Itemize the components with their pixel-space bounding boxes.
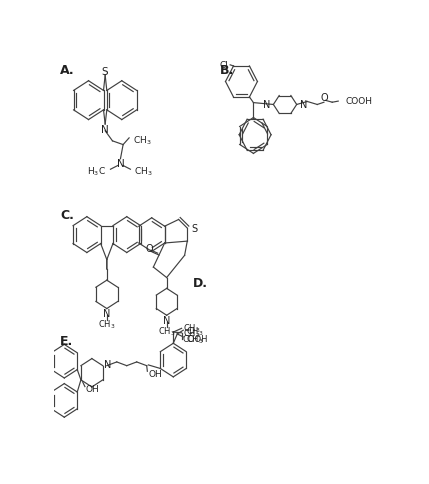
Text: COOH: COOH [183, 334, 208, 344]
Text: O: O [320, 92, 328, 103]
Text: CH$_3$: CH$_3$ [134, 165, 153, 178]
Text: O: O [146, 243, 154, 253]
Text: H$_3$C: H$_3$C [87, 165, 106, 178]
Text: N: N [300, 100, 307, 110]
Text: CH$_3$: CH$_3$ [183, 322, 200, 334]
Text: N: N [103, 308, 111, 318]
Text: S: S [102, 66, 109, 76]
Text: N: N [117, 159, 124, 169]
Text: CH$_3$: CH$_3$ [186, 333, 203, 345]
Text: D.: D. [193, 276, 208, 289]
Text: N: N [263, 100, 270, 110]
Text: N: N [105, 359, 112, 369]
Text: Cl: Cl [220, 60, 229, 69]
Text: CH$_3$: CH$_3$ [98, 318, 115, 331]
Text: CH$_3$: CH$_3$ [133, 135, 152, 147]
Text: CH$_3$: CH$_3$ [158, 325, 175, 337]
Text: N: N [101, 124, 109, 134]
Text: A.: A. [60, 64, 75, 76]
Text: OH: OH [148, 370, 162, 378]
Text: E.: E. [60, 334, 73, 347]
Text: S: S [191, 224, 197, 234]
Text: OH: OH [86, 384, 100, 393]
Text: C.: C. [60, 209, 74, 222]
Text: B.: B. [220, 64, 234, 76]
Text: N: N [163, 315, 170, 325]
Text: CH$_3$: CH$_3$ [183, 327, 200, 339]
Text: COOH: COOH [345, 97, 372, 106]
Text: CH$_3$: CH$_3$ [186, 325, 203, 337]
